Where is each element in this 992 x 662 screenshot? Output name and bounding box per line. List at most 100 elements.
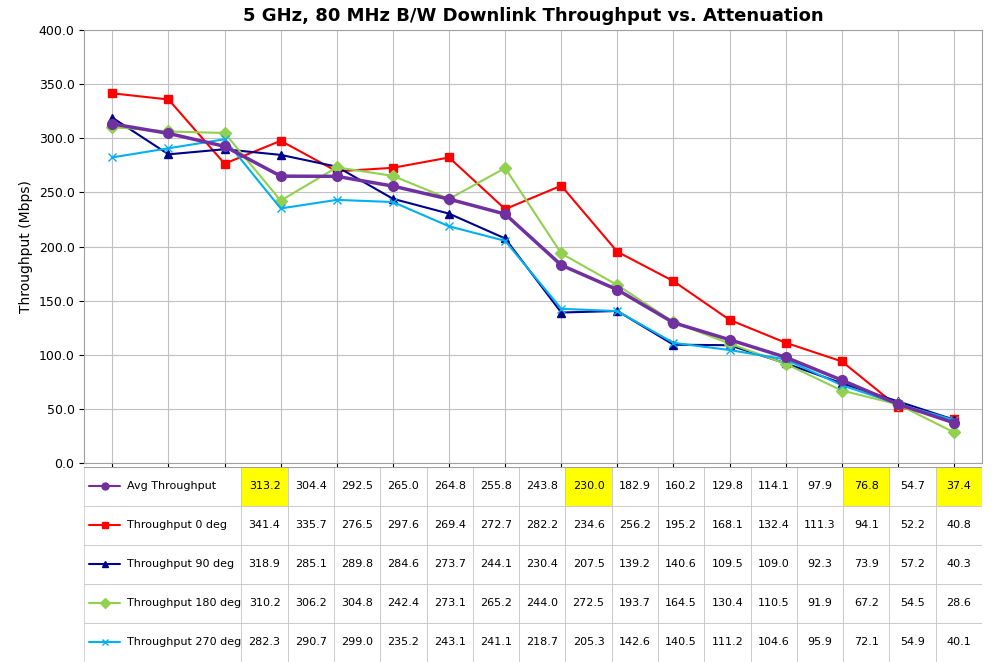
Text: 207.5: 207.5 [572, 559, 604, 569]
FancyBboxPatch shape [658, 545, 704, 584]
Text: 132.4: 132.4 [758, 520, 790, 530]
FancyBboxPatch shape [334, 506, 380, 545]
Text: 57.2: 57.2 [900, 559, 926, 569]
FancyBboxPatch shape [658, 506, 704, 545]
Text: 130.4: 130.4 [711, 598, 743, 608]
Text: 244.0: 244.0 [527, 598, 558, 608]
Text: 72.1: 72.1 [854, 638, 879, 647]
Text: 304.4: 304.4 [295, 481, 326, 491]
FancyBboxPatch shape [890, 545, 935, 584]
FancyBboxPatch shape [380, 545, 427, 584]
FancyBboxPatch shape [565, 467, 612, 506]
Y-axis label: Throughput (Mbps): Throughput (Mbps) [19, 180, 33, 313]
Text: 292.5: 292.5 [341, 481, 373, 491]
Text: 297.6: 297.6 [388, 520, 420, 530]
Text: 264.8: 264.8 [434, 481, 465, 491]
FancyBboxPatch shape [704, 506, 751, 545]
FancyBboxPatch shape [612, 467, 658, 506]
Text: 265.0: 265.0 [388, 481, 420, 491]
Text: 282.2: 282.2 [526, 520, 558, 530]
X-axis label: Attenuation (dB): Attenuation (dB) [475, 492, 591, 506]
Text: 67.2: 67.2 [854, 598, 879, 608]
Text: 111.2: 111.2 [711, 638, 743, 647]
FancyBboxPatch shape [519, 506, 565, 545]
FancyBboxPatch shape [288, 506, 334, 545]
Text: 142.6: 142.6 [619, 638, 651, 647]
Text: 193.7: 193.7 [619, 598, 651, 608]
FancyBboxPatch shape [890, 467, 935, 506]
Text: 289.8: 289.8 [341, 559, 373, 569]
Text: 265.2: 265.2 [480, 598, 512, 608]
Text: 109.0: 109.0 [758, 559, 790, 569]
FancyBboxPatch shape [241, 467, 288, 506]
FancyBboxPatch shape [843, 506, 890, 545]
Text: 37.4: 37.4 [946, 481, 971, 491]
FancyBboxPatch shape [612, 623, 658, 662]
FancyBboxPatch shape [704, 623, 751, 662]
FancyBboxPatch shape [890, 584, 935, 623]
FancyBboxPatch shape [612, 506, 658, 545]
FancyBboxPatch shape [473, 623, 519, 662]
FancyBboxPatch shape [890, 506, 935, 545]
Text: 111.3: 111.3 [805, 520, 836, 530]
FancyBboxPatch shape [890, 623, 935, 662]
FancyBboxPatch shape [380, 506, 427, 545]
Text: 52.2: 52.2 [900, 520, 926, 530]
FancyBboxPatch shape [797, 623, 843, 662]
FancyBboxPatch shape [84, 545, 241, 584]
FancyBboxPatch shape [565, 584, 612, 623]
FancyBboxPatch shape [519, 584, 565, 623]
FancyBboxPatch shape [704, 467, 751, 506]
FancyBboxPatch shape [288, 545, 334, 584]
FancyBboxPatch shape [288, 584, 334, 623]
Text: 299.0: 299.0 [341, 638, 373, 647]
FancyBboxPatch shape [751, 545, 797, 584]
FancyBboxPatch shape [241, 584, 288, 623]
FancyBboxPatch shape [288, 623, 334, 662]
Text: 168.1: 168.1 [711, 520, 743, 530]
Text: 91.9: 91.9 [807, 598, 832, 608]
Text: 195.2: 195.2 [666, 520, 697, 530]
Text: 54.7: 54.7 [900, 481, 926, 491]
FancyBboxPatch shape [288, 467, 334, 506]
FancyBboxPatch shape [797, 506, 843, 545]
Text: 273.1: 273.1 [434, 598, 465, 608]
Text: 313.2: 313.2 [249, 481, 281, 491]
FancyBboxPatch shape [334, 584, 380, 623]
FancyBboxPatch shape [427, 545, 473, 584]
Text: 94.1: 94.1 [854, 520, 879, 530]
Text: 218.7: 218.7 [527, 638, 558, 647]
FancyBboxPatch shape [704, 545, 751, 584]
Text: 54.9: 54.9 [900, 638, 926, 647]
FancyBboxPatch shape [334, 545, 380, 584]
FancyBboxPatch shape [84, 506, 241, 545]
Text: 244.1: 244.1 [480, 559, 512, 569]
Text: 73.9: 73.9 [854, 559, 879, 569]
Text: 109.5: 109.5 [711, 559, 743, 569]
FancyBboxPatch shape [473, 506, 519, 545]
FancyBboxPatch shape [473, 584, 519, 623]
FancyBboxPatch shape [935, 506, 982, 545]
FancyBboxPatch shape [380, 584, 427, 623]
FancyBboxPatch shape [519, 545, 565, 584]
FancyBboxPatch shape [84, 467, 241, 506]
Text: 269.4: 269.4 [434, 520, 465, 530]
FancyBboxPatch shape [241, 506, 288, 545]
FancyBboxPatch shape [565, 545, 612, 584]
Text: 230.0: 230.0 [572, 481, 604, 491]
FancyBboxPatch shape [612, 584, 658, 623]
FancyBboxPatch shape [751, 467, 797, 506]
FancyBboxPatch shape [84, 623, 241, 662]
FancyBboxPatch shape [334, 623, 380, 662]
Text: 164.5: 164.5 [666, 598, 697, 608]
Text: 92.3: 92.3 [807, 559, 832, 569]
FancyBboxPatch shape [935, 545, 982, 584]
Text: 40.3: 40.3 [946, 559, 971, 569]
Text: 256.2: 256.2 [619, 520, 651, 530]
FancyBboxPatch shape [519, 623, 565, 662]
Text: 140.5: 140.5 [666, 638, 697, 647]
FancyBboxPatch shape [797, 584, 843, 623]
Text: 273.7: 273.7 [434, 559, 465, 569]
FancyBboxPatch shape [797, 467, 843, 506]
FancyBboxPatch shape [241, 623, 288, 662]
